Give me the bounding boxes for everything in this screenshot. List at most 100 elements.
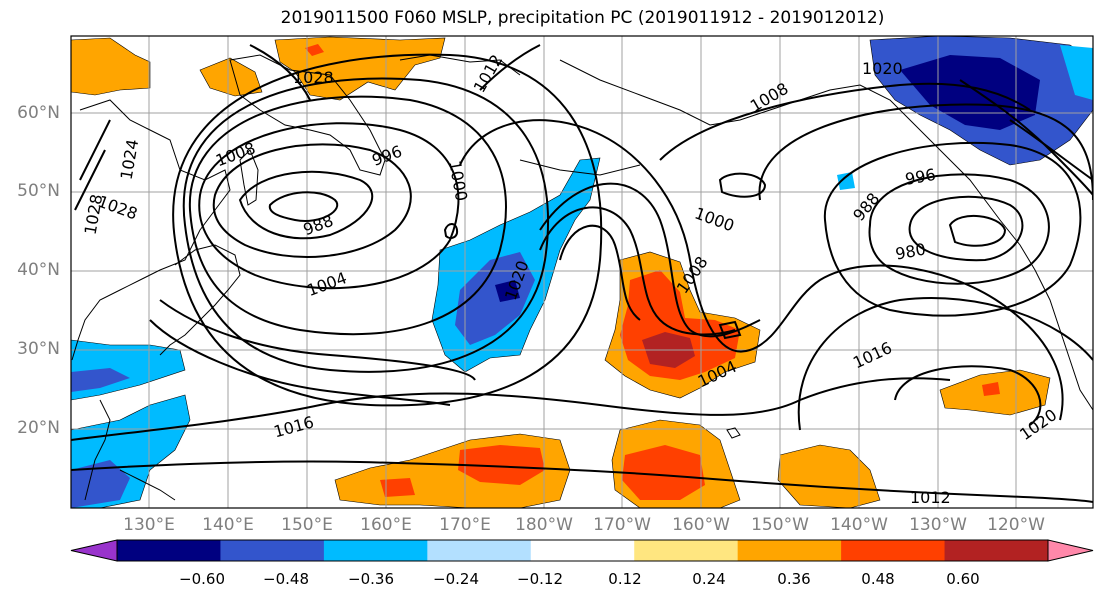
isobar <box>479 44 541 91</box>
colorbar-tick: 0.60 <box>946 570 980 588</box>
map-area: 1028 1012 1020 1008 1000 996 1008 1024 1… <box>71 36 1093 508</box>
isobar <box>212 143 412 258</box>
colorbar-outline <box>116 539 1049 562</box>
lon-label-130e: 130°E <box>123 515 175 535</box>
precip-negative-region <box>1060 45 1093 100</box>
isobar <box>268 191 339 222</box>
colorbar-segment <box>944 540 1049 561</box>
coastlines <box>71 54 1093 501</box>
precip-positive-region <box>622 445 705 500</box>
lon-label-150w: 150°W <box>751 515 809 535</box>
precip-positive-region <box>199 57 263 97</box>
colorbar-tick: −0.60 <box>179 570 225 588</box>
coastline <box>726 427 741 439</box>
precip-negative-region <box>455 252 535 345</box>
colorbar-tick: −0.48 <box>263 570 309 588</box>
isobar <box>797 297 1093 431</box>
isobar <box>894 365 1042 426</box>
coastline <box>84 399 111 501</box>
precip-negative-region <box>837 172 855 190</box>
contour-label: 1020 <box>862 59 903 78</box>
lon-label-160w: 160°W <box>672 515 730 535</box>
isobar <box>908 195 1024 262</box>
lat-label-40n: 40°N <box>17 260 60 280</box>
isobar <box>71 377 951 441</box>
colorbar-segment <box>841 540 946 561</box>
contour-label: 1028 <box>293 68 334 87</box>
isobar <box>79 119 111 181</box>
isobar <box>718 320 742 340</box>
lon-label-150e: 150°E <box>281 515 333 535</box>
isobar <box>659 82 1031 161</box>
colorbar-segment <box>634 540 739 561</box>
isobar <box>559 224 641 321</box>
isobar <box>823 141 1082 317</box>
lon-label-140w: 140°W <box>830 515 888 535</box>
colorbar-extend-right <box>1047 539 1094 562</box>
isobar <box>948 214 1007 247</box>
isobar <box>188 95 507 336</box>
colorbar-segment <box>117 540 221 561</box>
isobar <box>443 223 459 239</box>
precip-positive-region <box>71 37 151 96</box>
colorbar <box>70 539 1094 562</box>
colorbar-segment <box>427 540 532 561</box>
isobar <box>71 460 1093 503</box>
lon-label-170e: 170°E <box>439 515 491 535</box>
coastline <box>559 59 1093 411</box>
lon-label-180w: 180°W <box>515 515 573 535</box>
isobar <box>198 122 460 290</box>
precip-positive-region <box>982 382 1000 396</box>
isobar <box>172 53 603 407</box>
contour-label: 1012 <box>910 488 951 507</box>
colorbar-tick: 0.48 <box>861 570 895 588</box>
precip-negative-region <box>495 280 520 302</box>
isobars <box>71 44 1093 503</box>
coastline <box>119 469 176 501</box>
isobar <box>159 299 476 381</box>
isobar <box>1009 119 1093 181</box>
lat-label-60n: 60°N <box>17 103 60 123</box>
colorbar-tick: −0.12 <box>517 570 563 588</box>
precip-negative-region <box>71 368 130 392</box>
coastline <box>239 149 259 206</box>
isobar <box>718 172 767 198</box>
isobar <box>758 103 1093 201</box>
precip-positive-regions <box>71 36 1051 508</box>
precip-positive-region <box>380 478 415 497</box>
coastline <box>159 244 241 356</box>
lon-label-170w: 170°W <box>593 515 651 535</box>
lat-label-30n: 30°N <box>17 339 60 359</box>
precip-positive-region <box>305 44 324 56</box>
precip-positive-region <box>777 444 881 508</box>
colorbar-tick: −0.24 <box>433 570 479 588</box>
isobar <box>539 182 761 338</box>
map-frame <box>70 35 1094 509</box>
colorbar-segment <box>323 540 428 561</box>
isobar <box>149 319 451 406</box>
isobar <box>249 44 311 101</box>
lat-label-20n: 20°N <box>17 418 60 438</box>
isobar <box>539 206 736 336</box>
colorbar-tick: 0.24 <box>692 570 726 588</box>
colorbar-extend-left <box>70 539 118 562</box>
colorbar-tick: 0.36 <box>777 570 811 588</box>
colorbar-tick: −0.36 <box>348 570 394 588</box>
isobar <box>238 170 374 240</box>
map-title: 2019011500 F060 MSLP, precipitation PC (… <box>280 8 885 28</box>
colorbar-segment <box>530 540 635 561</box>
isobar <box>74 149 106 211</box>
lon-label-140e: 140°E <box>202 515 254 535</box>
colorbar-tick: 0.12 <box>608 570 642 588</box>
isobar <box>182 77 550 373</box>
coastline <box>229 54 386 176</box>
precip-positive-region <box>458 445 545 485</box>
lon-label-160e: 160°E <box>360 515 412 535</box>
lat-label-50n: 50°N <box>17 181 60 201</box>
colorbar-segment <box>737 540 842 561</box>
lon-label-120w: 120°W <box>987 515 1045 535</box>
colorbar-segment <box>220 540 325 561</box>
lon-label-130w: 130°W <box>909 515 967 535</box>
